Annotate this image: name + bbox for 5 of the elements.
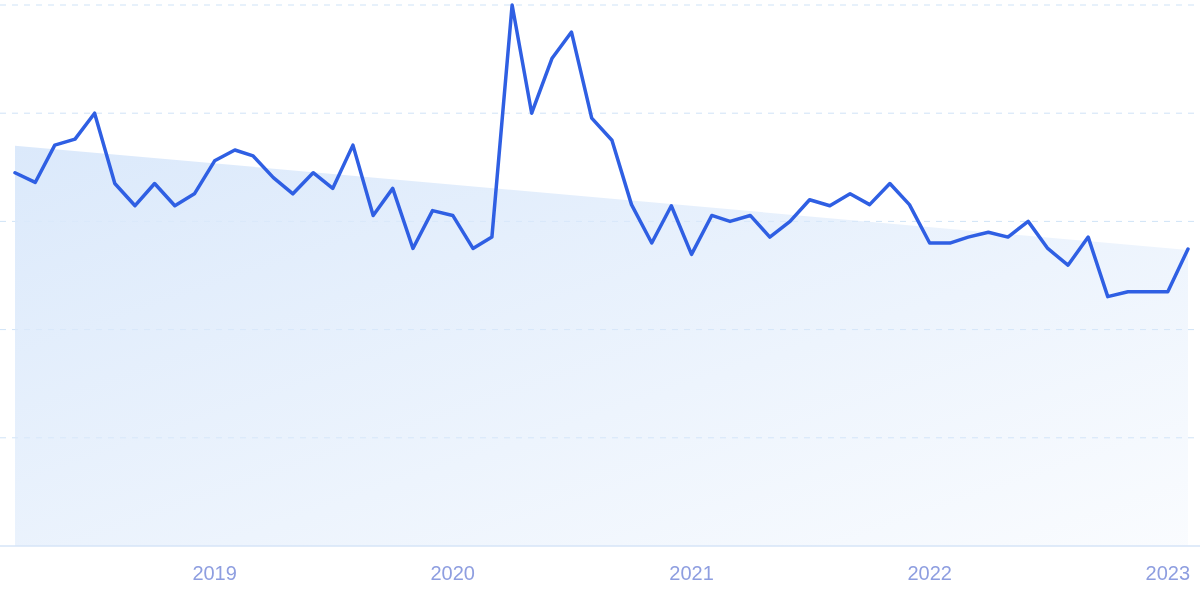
- x-tick-label: 2019: [192, 562, 237, 584]
- x-tick-label: 2023: [1145, 562, 1191, 584]
- x-tick-label: 2020: [430, 562, 475, 584]
- x-tick-label: 2022: [907, 562, 952, 584]
- x-tick-label: 2021: [669, 562, 714, 584]
